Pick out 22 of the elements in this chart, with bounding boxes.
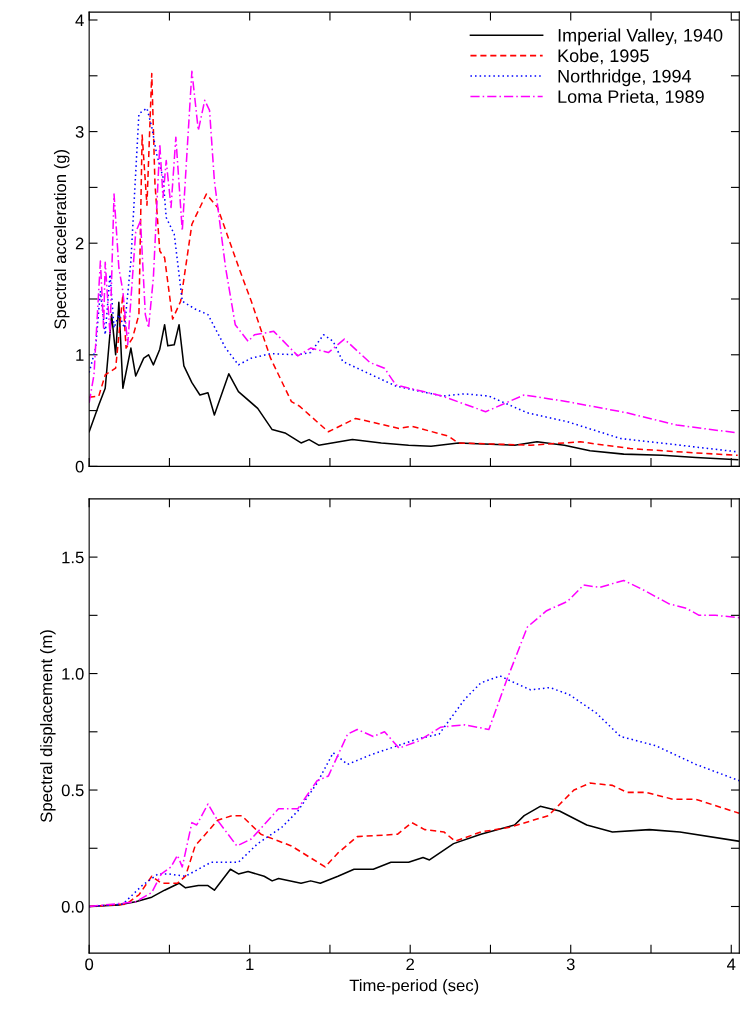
y-tick-label: 1.5: [62, 551, 84, 564]
line-series: [89, 579, 740, 908]
y-tick-label: 0: [75, 460, 84, 473]
x-tick-label: 1: [246, 958, 254, 971]
y-tick-label: 0.5: [61, 784, 84, 797]
legend-label: Imperial Valley, 1940: [558, 28, 723, 46]
legend-label: Loma Prieta, 1989: [558, 89, 704, 106]
y-tick-label: 3: [75, 125, 84, 138]
x-tick-label: 3: [566, 958, 575, 971]
y-axis-title: Spectral acceleration (g): [53, 149, 70, 329]
x-tick-label: 4: [727, 958, 736, 971]
x-tick-label: 2: [406, 958, 415, 971]
y-axis-title: Spectral displacement (m): [40, 630, 56, 823]
x-tick-label: 0: [85, 958, 94, 971]
y-tick-label: 0.0: [61, 900, 84, 913]
y-tick-label: 2: [75, 237, 84, 250]
x-axis-title: Time-period (sec): [349, 979, 479, 995]
legend-label: Northridge, 1994: [558, 69, 692, 87]
legend-label: Kobe, 1995: [558, 48, 649, 65]
y-tick-label: 4: [75, 14, 84, 27]
y-tick-label: 1.0: [62, 667, 84, 680]
y-tick-label: 1: [76, 349, 84, 361]
